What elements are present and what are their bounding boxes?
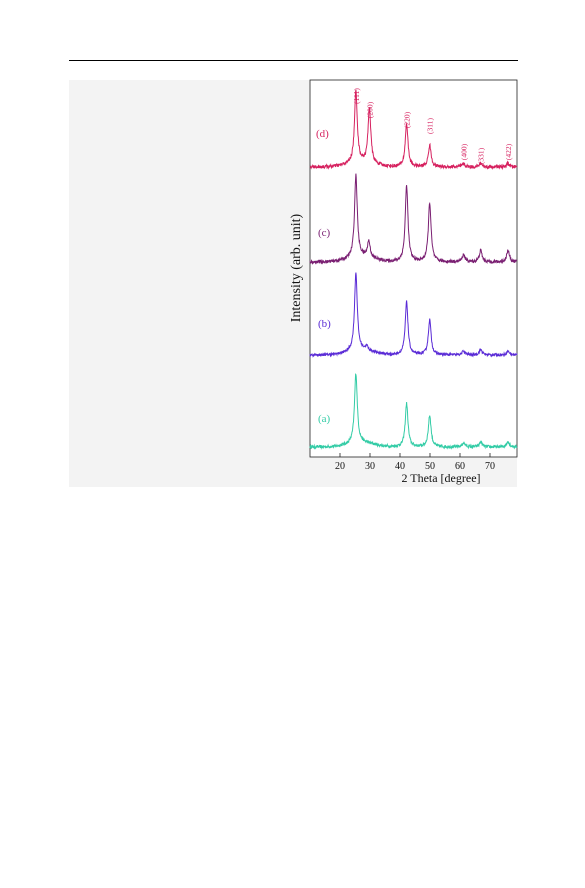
series-layer: (a) (b) (c) (d) bbox=[309, 89, 518, 450]
x-tick-label: 60 bbox=[455, 461, 465, 472]
x-tick-label: 70 bbox=[485, 461, 495, 472]
x-tick-label: 40 bbox=[395, 461, 405, 472]
series-label-2: (c) bbox=[318, 227, 331, 239]
x-axis: 20 30 40 50 60 70 bbox=[335, 453, 495, 472]
series-line-2 bbox=[309, 173, 518, 266]
plot-frame bbox=[309, 79, 518, 458]
annotation-layer: (111) (200) (220) (311) (400) (331) (422) bbox=[352, 88, 513, 164]
peak-annotation: (331) bbox=[477, 147, 486, 164]
peak-annotation: (311) bbox=[426, 118, 435, 134]
peak-annotation: (220) bbox=[403, 111, 412, 128]
series-label-1: (b) bbox=[318, 318, 331, 330]
peak-annotation: (422) bbox=[504, 143, 513, 160]
x-tick-label: 20 bbox=[335, 461, 345, 472]
peak-annotation: (200) bbox=[365, 101, 374, 118]
series-label-3: (d) bbox=[316, 128, 329, 140]
x-tick-label: 50 bbox=[425, 461, 435, 472]
x-tick-label: 30 bbox=[365, 461, 375, 472]
peak-annotation: (111) bbox=[352, 88, 361, 104]
series-line-0 bbox=[309, 373, 518, 450]
series-label-0: (a) bbox=[318, 413, 331, 425]
peak-annotation: (400) bbox=[460, 143, 469, 160]
series-line-1 bbox=[309, 272, 518, 358]
series-line-3 bbox=[309, 89, 518, 171]
y-axis-label: Intensity (arb. unit) bbox=[289, 213, 304, 322]
x-axis-label: 2 Theta [degree] bbox=[401, 471, 480, 485]
page-header-rule bbox=[69, 60, 518, 61]
